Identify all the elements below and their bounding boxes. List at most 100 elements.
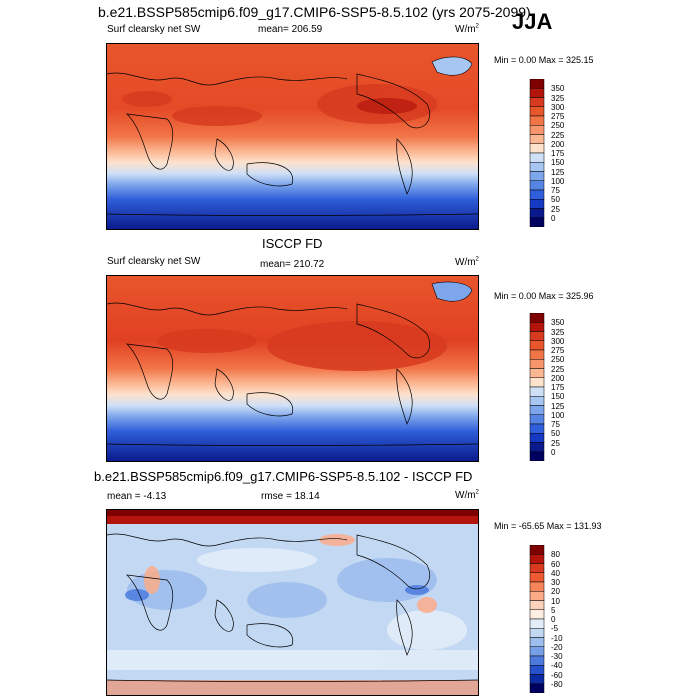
colorbar-swatch (529, 674, 545, 684)
colorbar-swatch (529, 134, 545, 144)
colorbar-swatch (529, 217, 545, 227)
colorbar-label: 25 (551, 204, 560, 214)
panel1-map (106, 43, 479, 230)
colorbar-swatch (529, 581, 545, 592)
colorbar-label: 175 (551, 149, 565, 158)
panel2-colorbar: 350 325 300 275 250 225 200 175 150 125 100 75 50 25 0 (529, 313, 599, 461)
panel3-title: b.e21.BSSP585cmip6.f09_g17.CMIP6-SSP5-8.… (94, 469, 473, 484)
panel1-variable-label: Surf clearsky net SW (107, 24, 201, 35)
colorbar-label: -10 (551, 633, 563, 643)
colorbar-swatch (529, 572, 545, 583)
season-label: JJA (512, 9, 553, 34)
colorbar-swatch (529, 208, 545, 218)
panel1-units: W/m2 (455, 23, 479, 35)
colorbar-swatch (529, 591, 545, 601)
panel1-colorbar-swatches (529, 79, 545, 227)
panel2-minmax: Min = 0.00 Max = 325.96 (494, 291, 594, 301)
colorbar-label: 325 (551, 327, 565, 337)
colorbar-label: 0 (551, 447, 556, 457)
panel3-minmax: Min = -65.65 Max = 131.93 (494, 521, 602, 531)
colorbar-label: -20 (551, 642, 563, 652)
colorbar-swatch (529, 152, 545, 163)
colorbar-label: 50 (551, 195, 560, 205)
colorbar-swatch (529, 359, 545, 369)
colorbar-swatch (529, 414, 545, 425)
colorbar-label: 0 (551, 615, 556, 624)
colorbar-label: 350 (551, 84, 565, 94)
colorbar-label: 300 (551, 102, 565, 112)
panel3-colorbar: 80 60 40 30 20 10 5 0 -5 -10 -20 -30 -40 -60 -80 (529, 545, 599, 693)
colorbar-swatch (529, 349, 545, 360)
panel1-colorbar: 350 325 300 275 250 225 200 175 150 125 100 75 50 25 0 (529, 79, 599, 227)
panel2-variable-label: Surf clearsky net SW (107, 256, 201, 267)
colorbar-swatch (529, 655, 545, 666)
colorbar-swatch (529, 618, 545, 629)
colorbar-swatch (529, 386, 545, 397)
panel2-map-field (107, 276, 478, 461)
colorbar-swatch (529, 637, 545, 647)
colorbar-label: 30 (551, 578, 560, 587)
panel2-mean-label: mean= 210.72 (260, 259, 325, 270)
panel3-colorbar-swatches (529, 545, 545, 693)
colorbar-label: 275 (551, 112, 565, 121)
colorbar-label: 150 (551, 392, 565, 402)
panel3-rmse-label: rmse = 18.14 (261, 491, 320, 502)
colorbar-label: 175 (551, 383, 565, 392)
panel1-mean-label: mean= 206.59 (258, 24, 323, 35)
colorbar-swatch (529, 340, 545, 351)
colorbar-swatch (529, 88, 545, 98)
colorbar-label: 225 (551, 364, 565, 374)
colorbar-swatch (529, 646, 545, 657)
colorbar-swatch (529, 377, 545, 388)
colorbar-label: 60 (551, 559, 560, 569)
panel3-units: W/m2 (455, 489, 479, 501)
colorbar-swatch (529, 143, 545, 154)
colorbar-swatch (529, 563, 545, 573)
colorbar-label: -60 (551, 670, 563, 680)
colorbar-label: -5 (551, 624, 559, 634)
colorbar-swatch (529, 79, 545, 89)
colorbar-label: 250 (551, 355, 565, 365)
panel1-map-field (107, 44, 478, 229)
colorbar-swatch (529, 628, 545, 638)
panel2-title: ISCCP FD (262, 236, 323, 251)
colorbar-swatch (529, 97, 545, 107)
colorbar-label: 300 (551, 336, 565, 346)
colorbar-label: -30 (551, 652, 563, 661)
panel2-units: W/m2 (455, 256, 479, 268)
panel2-colorbar-swatches (529, 313, 545, 461)
colorbar-swatch (529, 180, 545, 191)
colorbar-label: 200 (551, 373, 565, 383)
colorbar-swatch (529, 405, 545, 415)
colorbar-label: 275 (551, 346, 565, 355)
colorbar-swatch (529, 313, 545, 323)
colorbar-label: 225 (551, 130, 565, 140)
colorbar-swatch (529, 396, 545, 406)
colorbar-swatch (529, 545, 545, 555)
colorbar-label: 350 (551, 318, 565, 328)
panel2-map (106, 275, 479, 462)
colorbar-label: 100 (551, 410, 565, 420)
panel3-mean-label: mean = -4.13 (107, 491, 167, 502)
colorbar-label: 10 (551, 596, 560, 606)
colorbar-label: 40 (551, 568, 560, 578)
colorbar-label: 125 (551, 167, 565, 177)
colorbar-swatch (529, 106, 545, 117)
colorbar-swatch (529, 368, 545, 378)
colorbar-swatch (529, 331, 545, 341)
colorbar-label: 75 (551, 186, 560, 195)
colorbar-label: 150 (551, 158, 565, 168)
colorbar-label: 50 (551, 429, 560, 439)
colorbar-swatch (529, 665, 545, 675)
colorbar-label: 75 (551, 420, 560, 429)
colorbar-swatch (529, 554, 545, 564)
colorbar-label: -40 (551, 661, 563, 671)
colorbar-swatch (529, 442, 545, 452)
figure-title: b.e21.BSSP585cmip6.f09_g17.CMIP6-SSP5-8.… (98, 4, 531, 20)
colorbar-label: 325 (551, 93, 565, 103)
colorbar-swatch (529, 125, 545, 135)
panel3-map-field (107, 510, 478, 695)
colorbar-label: 250 (551, 121, 565, 131)
colorbar-label: 100 (551, 176, 565, 186)
colorbar-swatch (529, 322, 545, 332)
